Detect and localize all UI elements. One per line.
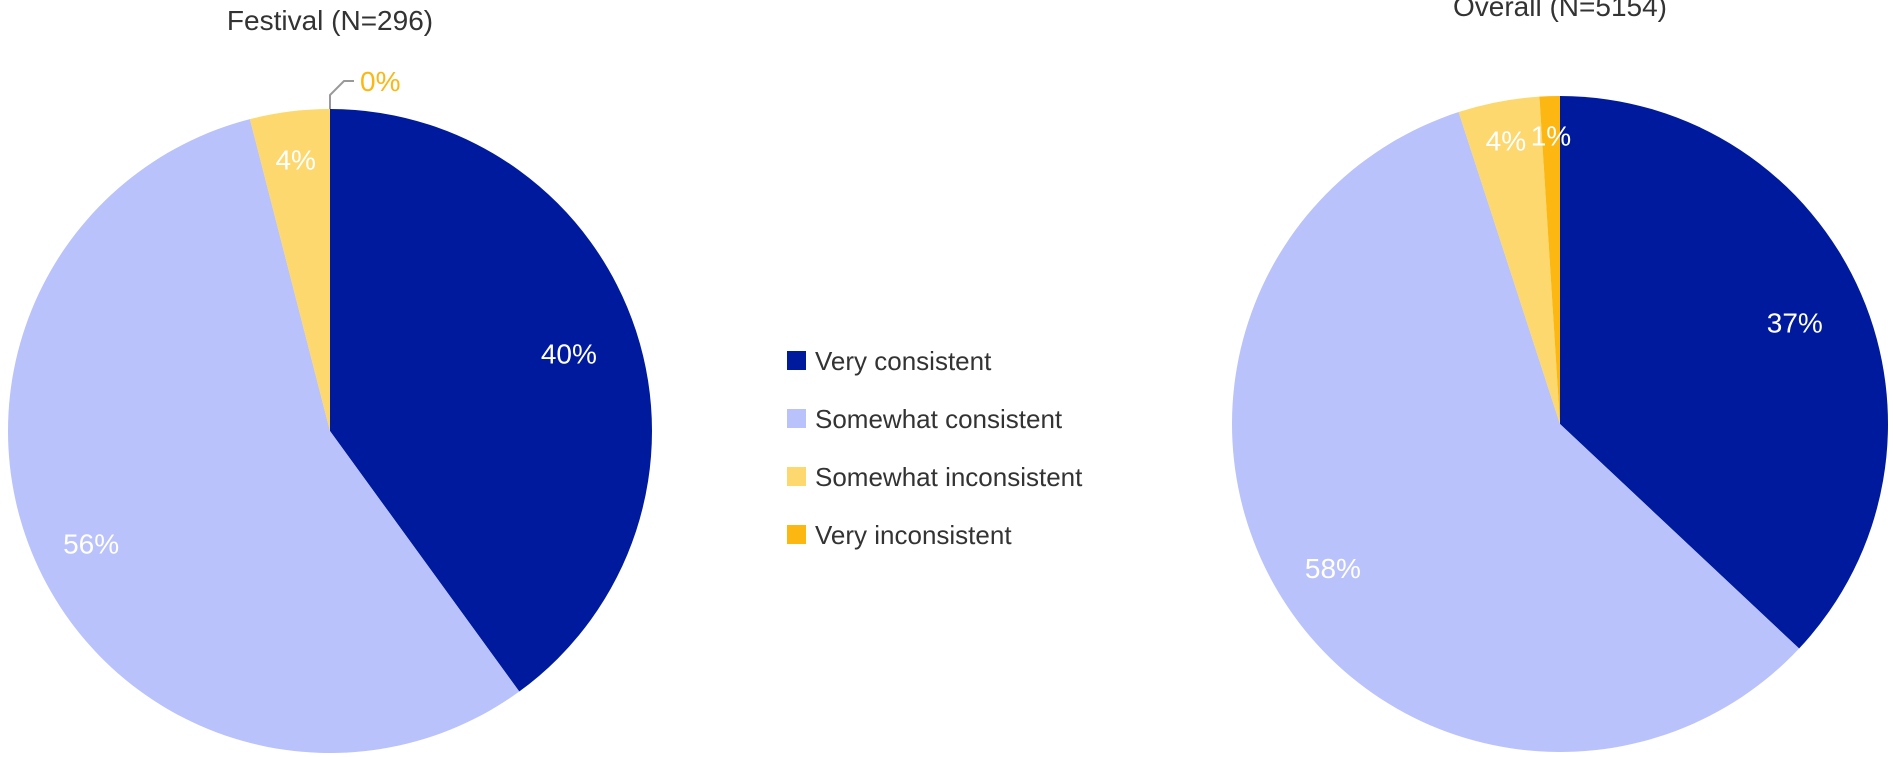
legend-label: Somewhat inconsistent bbox=[815, 462, 1083, 492]
data-label-very-consistent: 37% bbox=[1767, 307, 1823, 338]
pie-slice-somewhat-inconsistent bbox=[1458, 96, 1560, 425]
data-label-very-inconsistent: 1% bbox=[1531, 121, 1571, 152]
data-label-somewhat-inconsistent: 4% bbox=[1486, 125, 1526, 156]
legend-item-somewhat-consistent: Somewhat consistent bbox=[787, 404, 1063, 434]
chart-title-overall: Overall (N=5154) bbox=[1453, 0, 1667, 22]
label-leader-line bbox=[329, 80, 354, 109]
pie-slice-somewhat-consistent bbox=[7, 119, 520, 754]
pie-slice-very-inconsistent bbox=[1539, 96, 1560, 424]
data-label-very-inconsistent: 0% bbox=[360, 66, 400, 97]
pie-slice-very-consistent bbox=[1560, 96, 1888, 649]
pie-slice-somewhat-inconsistent bbox=[249, 109, 330, 431]
legend: Very consistent Somewhat consistent Somewh… bbox=[787, 346, 1083, 550]
legend-swatch bbox=[787, 525, 806, 544]
legend-item-somewhat-inconsistent: Somewhat inconsistent bbox=[787, 462, 1083, 492]
pie-chart-festival: Festival (N=296) 40% 56% 4% 0% bbox=[7, 5, 652, 754]
data-label-somewhat-consistent: 58% bbox=[1305, 553, 1361, 584]
legend-label: Very inconsistent bbox=[815, 520, 1012, 550]
legend-label: Very consistent bbox=[815, 346, 992, 376]
pie-chart-overall: Overall (N=5154) 37% 58% 4% 1% bbox=[1231, 0, 1888, 752]
legend-item-very-consistent: Very consistent bbox=[787, 346, 992, 376]
legend-swatch bbox=[787, 409, 806, 428]
legend-label: Somewhat consistent bbox=[815, 404, 1063, 434]
data-label-very-consistent: 40% bbox=[541, 338, 597, 369]
data-label-somewhat-consistent: 56% bbox=[63, 528, 119, 559]
chart-title-festival: Festival (N=296) bbox=[227, 5, 433, 36]
pie-slice-very-consistent bbox=[330, 109, 652, 692]
legend-item-very-inconsistent: Very inconsistent bbox=[787, 520, 1012, 550]
data-label-somewhat-inconsistent: 4% bbox=[275, 144, 315, 175]
pie-slice-somewhat-consistent bbox=[1231, 112, 1800, 752]
legend-swatch bbox=[787, 351, 806, 370]
legend-swatch bbox=[787, 467, 806, 486]
